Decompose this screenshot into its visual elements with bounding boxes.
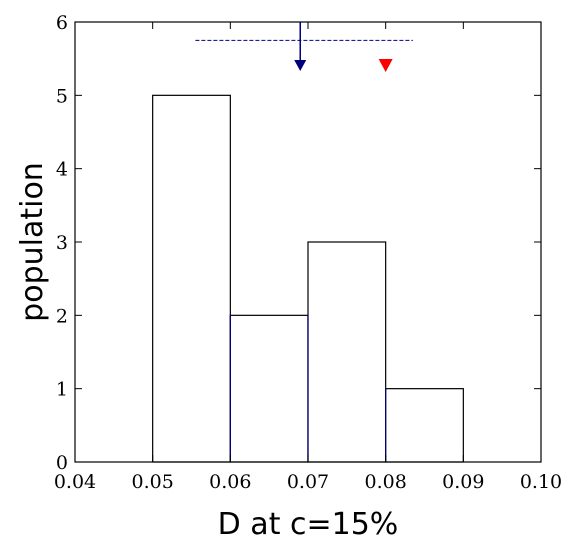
y-tick-label: 1 [56,379,68,401]
y-tick-label: 2 [56,305,68,327]
x-tick-label: 0.04 [54,471,96,493]
x-tick-label: 0.08 [365,471,407,493]
y-axis-ticks: 0 1 2 3 4 5 6 [56,12,541,474]
y-tick-label: 0 [56,452,68,474]
histogram-bar [152,94,231,463]
histogram-bar [307,241,387,463]
x-tick-label: 0.07 [287,471,329,493]
y-tick-label: 4 [56,159,68,181]
y-tick-label: 5 [56,85,68,107]
reference-triangle-icon [378,59,393,72]
x-tick-label: 0.05 [132,471,174,493]
y-tick-label: 3 [56,232,68,254]
histogram-bar [229,314,309,463]
x-axis-ticks: 0.04 0.05 0.06 0.07 0.08 0.09 0.10 [54,22,562,493]
y-tick-label: 6 [56,12,68,34]
histogram-bar [385,388,464,463]
mean-arrow-head-icon [294,60,307,71]
y-axis-label: population [15,162,50,322]
x-tick-label: 0.10 [520,471,562,493]
histogram-bars [152,94,464,463]
x-tick-label: 0.06 [209,471,251,493]
chart-annotations [195,22,413,72]
x-tick-label: 0.09 [442,471,484,493]
x-axis-label: D at c=15% [218,507,399,542]
